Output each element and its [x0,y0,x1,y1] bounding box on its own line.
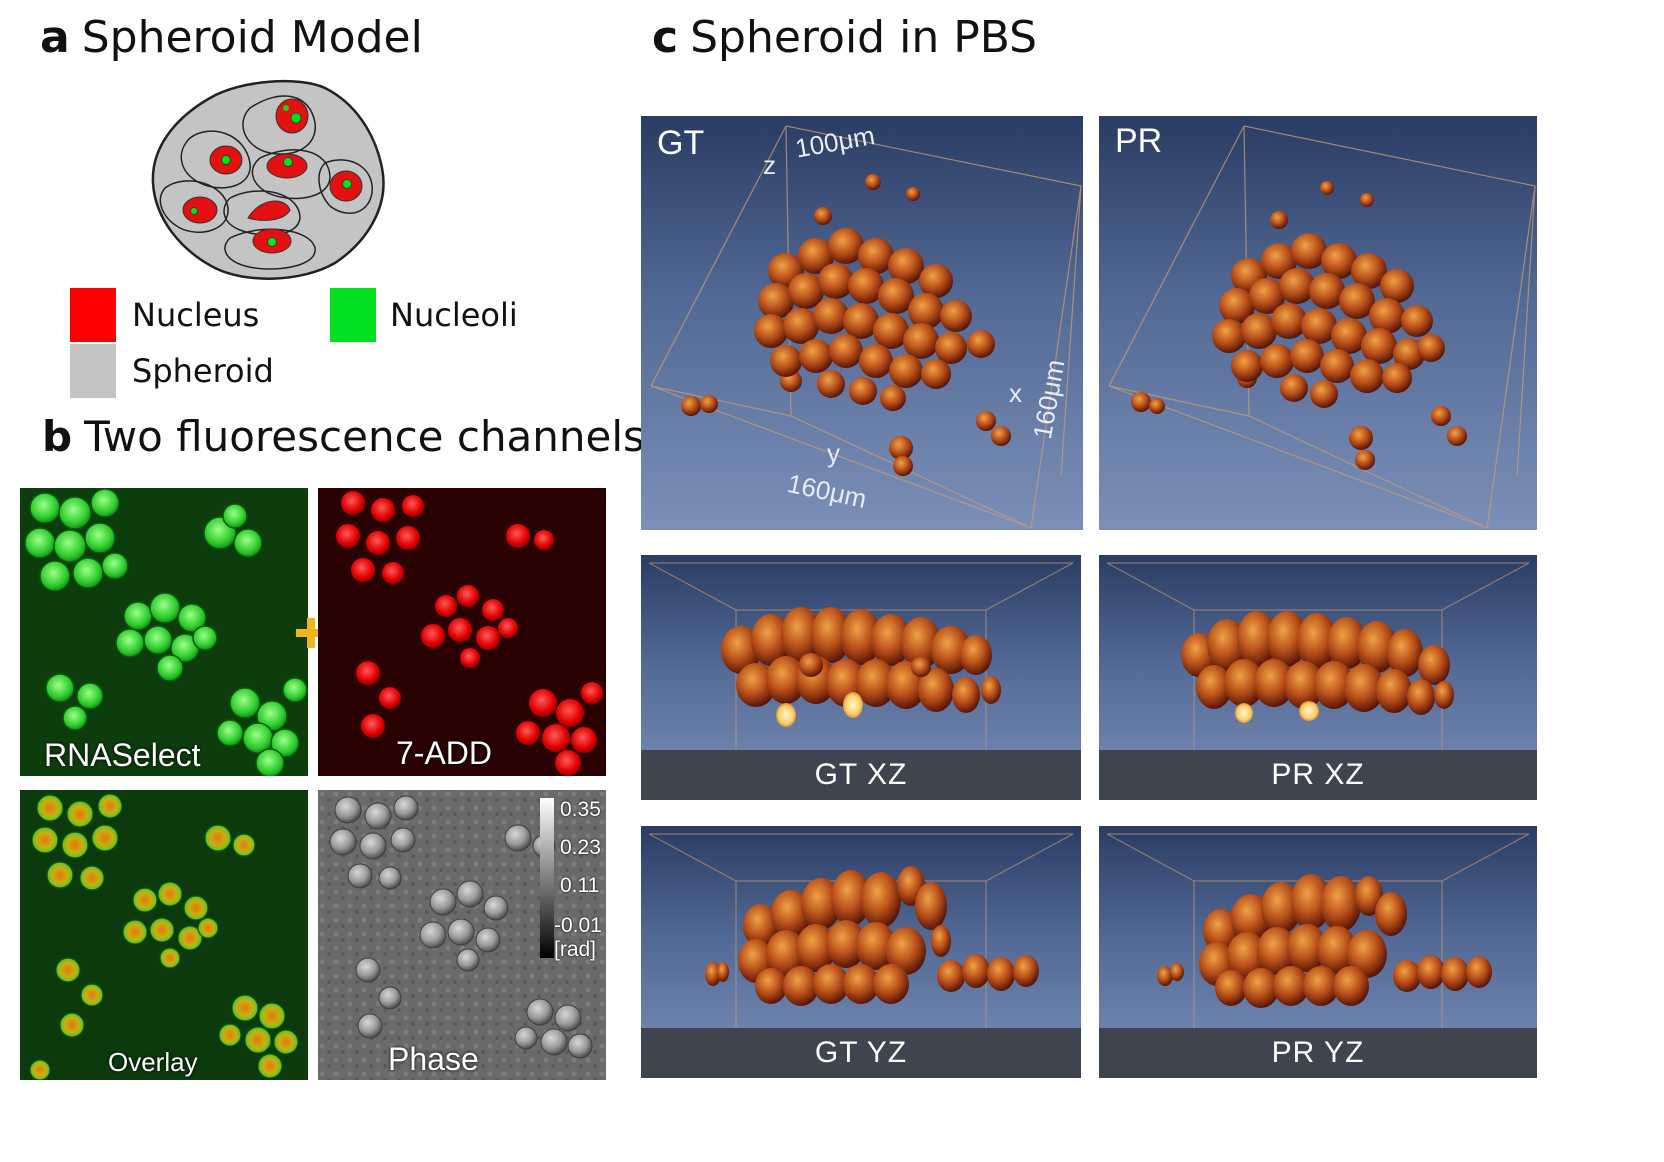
panel-a-title-text: Spheroid Model [81,12,423,63]
pr-xz-render: PR XZ [1099,555,1537,800]
panel-a-title: a Spheroid Model [40,12,423,63]
pr-yz-render: PR YZ [1099,826,1537,1078]
rnaselect-image: RNASelect [20,488,308,776]
colorbar-tick-3: -0.01 [554,914,602,937]
phase-image: 0.35 0.23 0.11 -0.01 [rad] Phase [318,790,606,1080]
overlay-label: Overlay [108,1047,198,1077]
phase-colorbar [540,798,554,958]
pr-yz-caption: PR YZ [1099,1028,1537,1078]
gt-yz-render: GT YZ [641,826,1081,1078]
panel-c-title: c Spheroid in PBS [652,12,1037,63]
overlay-cells [20,790,308,1080]
panel-c-title-text: Spheroid in PBS [690,12,1038,63]
panel-a-letter: a [40,12,70,63]
add7-image: 7-ADD [318,488,606,776]
add7-label: 7-ADD [396,735,493,771]
overlay-image: Overlay [20,790,308,1080]
panel-c-letter: c [652,12,679,63]
nucleoli-swatch [330,288,376,342]
gt-xz-caption: GT XZ [641,750,1081,800]
spheroid-model-diagram [151,79,385,280]
panel-b-title-text: Two fluorescence channels [84,412,645,461]
pr-3d-scene [1108,125,1536,529]
pr-label: PR [1115,122,1163,160]
phase-label: Phase [388,1041,479,1077]
panel-b-letter: b [42,412,73,461]
nucleus-swatch [70,288,116,342]
pr-xz-scene [1106,562,1530,755]
rnaselect-label: RNASelect [44,737,201,773]
gt-3d-render: GT z 100μm x 160μm y 160μm [641,116,1083,530]
gt-label: GT [657,124,705,162]
gt-cluster [754,228,995,411]
rnaselect-cells [20,488,308,776]
colorbar-tick-1: 0.23 [560,836,601,859]
nucleus-label: Nucleus [132,296,260,334]
nucleoli-label: Nucleoli [390,296,518,334]
gt-xz-scene [648,562,1074,755]
colorbar-tick-2: 0.11 [560,874,600,897]
panel-b-title: b Two fluorescence channels [42,412,645,461]
phase-texture [318,790,606,1080]
gt-3d-scene [650,125,1082,529]
pr-xz-caption: PR XZ [1099,750,1537,800]
axis-y-label: y [827,438,840,468]
gt-yz-caption: GT YZ [641,1028,1081,1078]
colorbar-unit: [rad] [554,938,597,961]
axis-x-label: x [1009,378,1022,408]
plus-icon [296,618,326,648]
spheroid-label: Spheroid [132,352,274,390]
gt-yz-scene [648,833,1074,1031]
colorbar-tick-0: 0.35 [560,798,601,821]
pr-3d-render: PR [1099,116,1537,530]
axis-z-label: z [763,150,776,180]
pr-cluster [1212,233,1445,408]
gt-xz-render: GT XZ [641,555,1081,800]
spheroid-swatch [70,344,116,398]
add7-cells [318,488,606,776]
pr-yz-scene [1106,833,1530,1031]
